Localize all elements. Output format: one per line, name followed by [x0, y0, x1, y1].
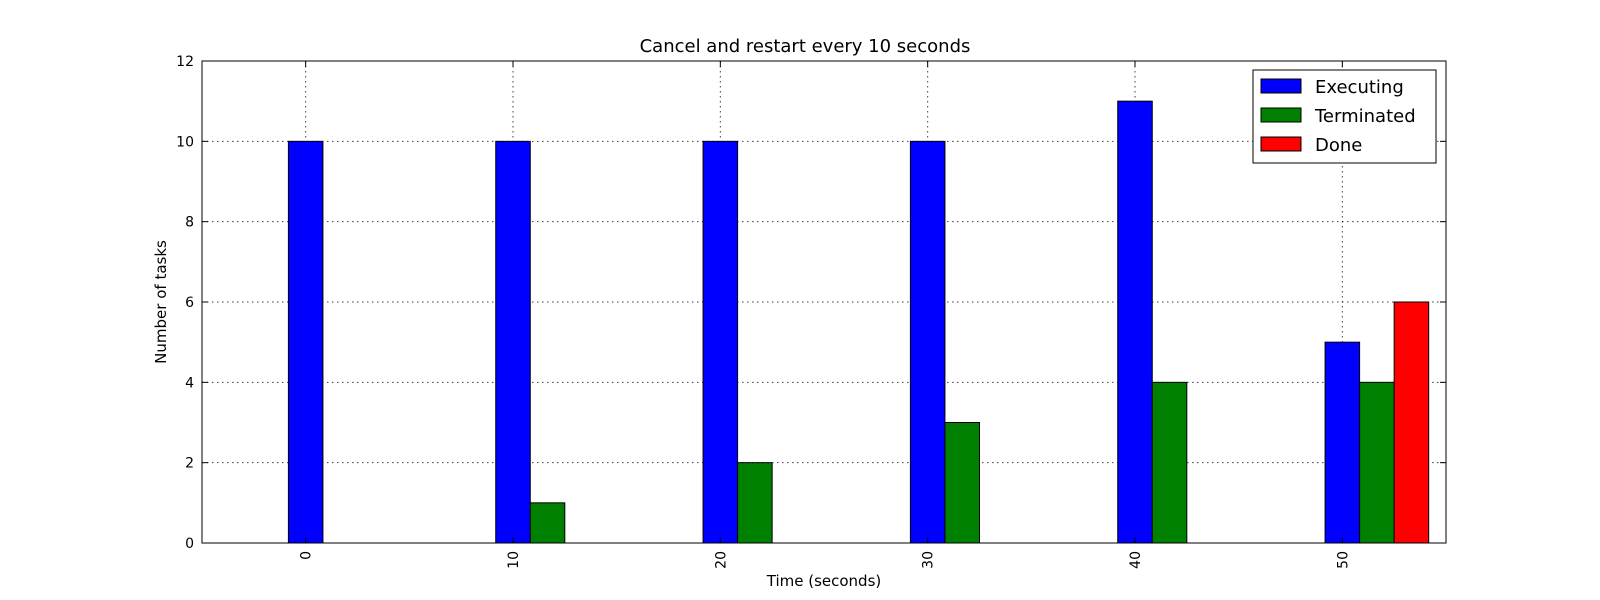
legend-swatch-terminated [1260, 107, 1302, 123]
x-tick-label: 50 [1335, 551, 1351, 569]
x-tick-label: 40 [1128, 551, 1144, 569]
y-tick-label: 0 [185, 536, 194, 552]
bar-terminated-40 [1151, 381, 1188, 544]
bar-executing-20 [702, 140, 739, 544]
y-tick-label: 10 [176, 134, 194, 150]
y-tick-label: 2 [185, 456, 194, 472]
bar-executing-0 [287, 140, 324, 544]
legend: Executing Terminated Done [1252, 69, 1437, 164]
y-tick-label: 6 [185, 295, 194, 311]
bar-executing-30 [909, 140, 946, 544]
legend-label-executing: Executing [1315, 77, 1404, 98]
bar-done-50 [1393, 301, 1430, 544]
bar-terminated-20 [737, 462, 773, 544]
x-tick-label: 0 [299, 551, 315, 560]
bar-executing-40 [1117, 100, 1153, 544]
legend-swatch-done [1260, 136, 1302, 152]
chart-title: Cancel and restart every 10 seconds [640, 36, 971, 57]
x-axis-title: Time (seconds) [766, 572, 882, 590]
legend-label-done: Done [1315, 135, 1362, 156]
y-tick-label: 12 [176, 54, 194, 70]
x-tick-label: 30 [921, 551, 937, 569]
legend-label-terminated: Terminated [1314, 106, 1416, 127]
y-tick-label: 8 [185, 215, 194, 231]
bar-terminated-10 [529, 502, 566, 544]
y-tick-label: 4 [185, 375, 194, 391]
bar-terminated-50 [1359, 381, 1395, 544]
y-axis-title: Number of tasks [152, 240, 170, 364]
bars [287, 100, 1430, 544]
legend-swatch-executing [1260, 78, 1302, 94]
bar-executing-50 [1324, 341, 1361, 544]
x-tick-label: 10 [506, 551, 522, 569]
x-tick-label: 20 [713, 551, 729, 569]
axis-ticks: 0 2 4 6 8 10 12 0 10 20 30 40 50 [176, 54, 1446, 569]
bar-terminated-30 [944, 422, 980, 544]
bar-executing-10 [495, 140, 531, 544]
